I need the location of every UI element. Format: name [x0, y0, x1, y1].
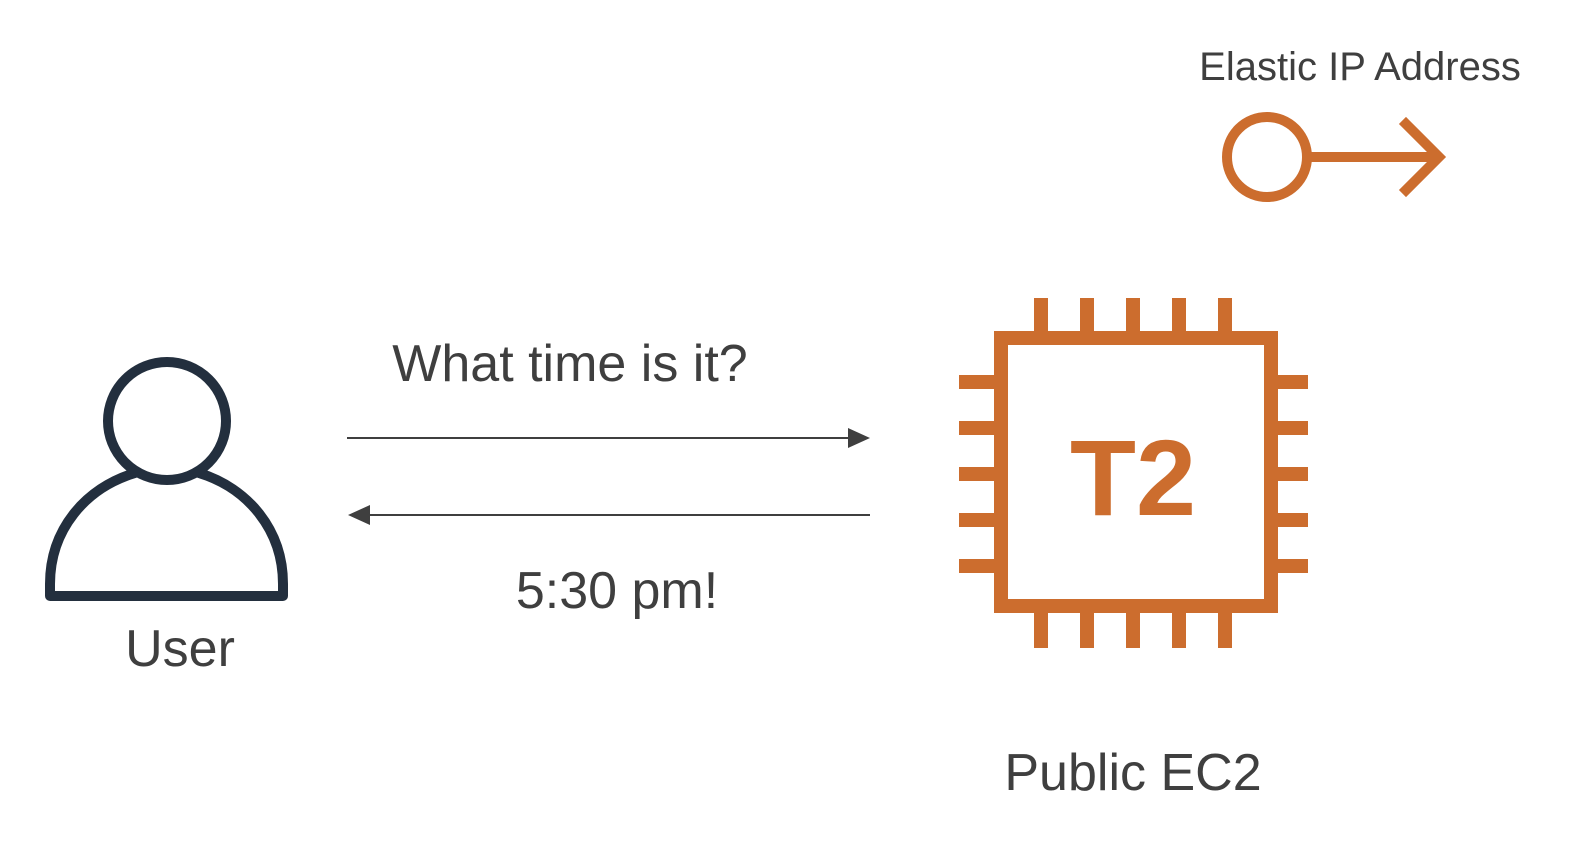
request-arrow	[347, 428, 870, 448]
elastic-ip-icon	[1222, 112, 1447, 202]
ec2-instance-icon: T2	[959, 298, 1308, 648]
user-icon	[45, 357, 288, 601]
request-label: What time is it?	[392, 335, 747, 393]
response-arrow	[348, 505, 870, 525]
ec2-label: Public EC2	[1004, 744, 1261, 802]
chip-label: T2	[1070, 417, 1196, 538]
user-label: User	[125, 620, 235, 678]
response-label: 5:30 pm!	[516, 562, 718, 620]
chip-body	[994, 331, 1278, 613]
chip-pins	[959, 298, 1308, 648]
elastic-ip-label: Elastic IP Address	[1199, 45, 1521, 89]
